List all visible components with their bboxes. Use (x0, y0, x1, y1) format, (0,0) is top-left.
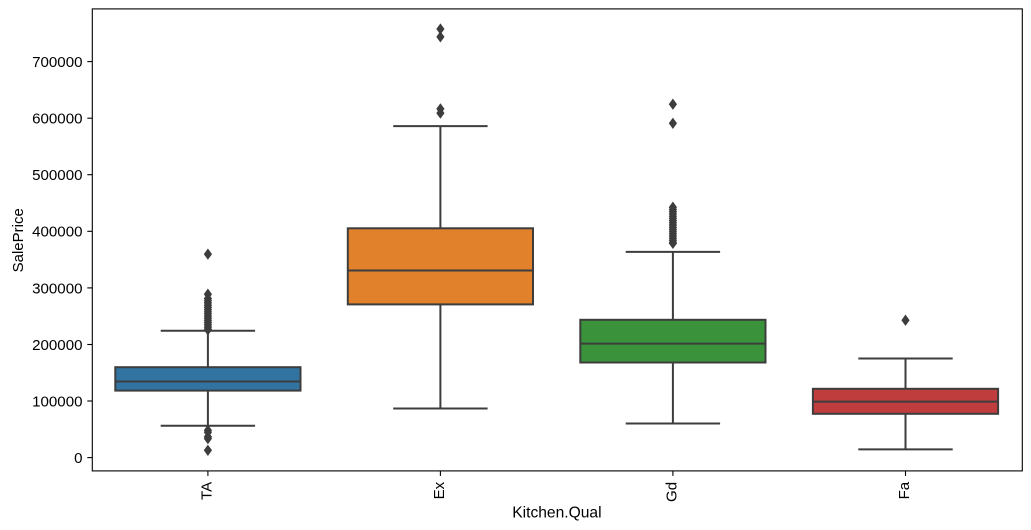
svg-text:200000: 200000 (32, 337, 82, 354)
svg-text:TA: TA (199, 481, 216, 500)
svg-text:700000: 700000 (32, 54, 82, 71)
svg-text:300000: 300000 (32, 280, 82, 297)
svg-text:100000: 100000 (32, 393, 82, 410)
svg-text:0: 0 (74, 450, 82, 467)
svg-text:Ex: Ex (431, 481, 448, 499)
svg-text:Gd: Gd (664, 482, 681, 502)
svg-text:400000: 400000 (32, 224, 82, 241)
svg-text:SalePrice: SalePrice (10, 208, 27, 272)
svg-text:500000: 500000 (32, 167, 82, 184)
svg-text:600000: 600000 (32, 111, 82, 128)
svg-text:Fa: Fa (896, 481, 913, 499)
svg-text:Kitchen.Qual: Kitchen.Qual (512, 504, 601, 521)
